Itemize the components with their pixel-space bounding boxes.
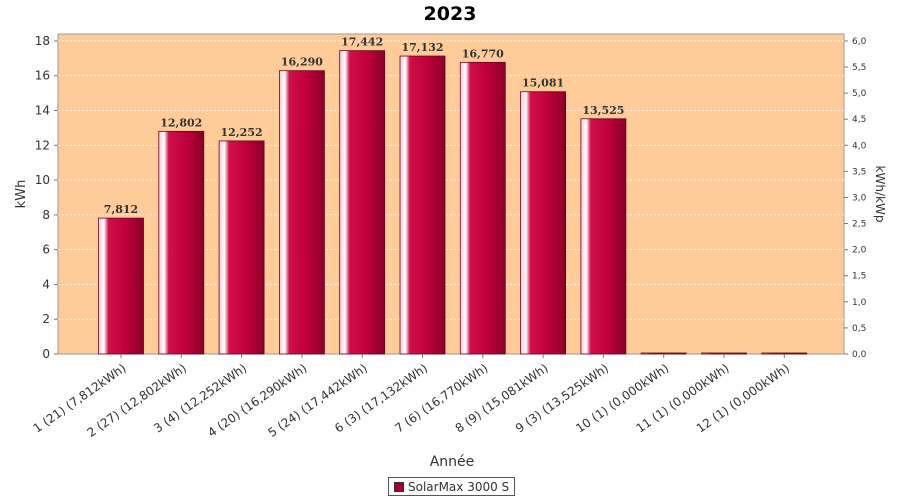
y2-tick-label: 3,0 [852, 193, 867, 203]
x-tick-label: 2 (27) (12,802kWh) [85, 361, 189, 440]
bar-value-label: 16,770 [462, 47, 504, 60]
bar [218, 140, 265, 355]
y2-tick-label: 1,5 [852, 272, 866, 282]
chart-title: 2023 [424, 3, 477, 25]
bar [761, 352, 808, 355]
bar [701, 352, 747, 355]
y-tick-label: 6 [42, 243, 50, 257]
x-tick-label: 5 (24) (17,442kWh) [265, 361, 369, 440]
bar [459, 61, 506, 355]
y-tick-label: 12 [35, 138, 50, 152]
bar-value-label: 12,252 [221, 126, 263, 139]
y-tick-label: 4 [42, 277, 50, 291]
y2-tick-label: 6,0 [852, 37, 867, 47]
bar [640, 352, 687, 355]
y2-tick-label: 2,0 [852, 246, 867, 256]
y-tick-label: 2 [42, 312, 50, 326]
legend-label: SolarMax 3000 S [408, 479, 510, 494]
legend-swatch [394, 481, 404, 492]
y2-tick-label: 2,5 [852, 220, 866, 230]
bar [520, 91, 566, 355]
y2-tick-label: 0,0 [852, 350, 867, 360]
bar [580, 118, 627, 355]
x-axis-title: Année [430, 454, 475, 470]
bar [339, 50, 386, 355]
bar-value-label: 16,290 [281, 56, 323, 69]
y-tick-label: 8 [42, 208, 50, 222]
bar-value-label: 13,525 [582, 104, 624, 117]
y2-tick-label: 5,0 [852, 89, 867, 99]
y2-tick-label: 0,5 [852, 324, 866, 334]
bar-value-label: 7,812 [104, 203, 138, 216]
bar [399, 55, 446, 355]
bar-value-label: 17,442 [341, 36, 383, 49]
bar-value-label: 12,802 [160, 116, 202, 129]
y-tick-label: 18 [35, 34, 50, 48]
y2-tick-label: 1,0 [852, 298, 867, 308]
y2-tick-label: 5,5 [852, 63, 866, 73]
legend: SolarMax 3000 S [388, 477, 516, 496]
bar [98, 217, 144, 355]
bar [158, 130, 205, 355]
y-tick-label: 16 [35, 69, 50, 83]
y-tick-label: 10 [35, 173, 50, 187]
y-tick-label: 14 [35, 104, 50, 118]
y2-tick-label: 3,5 [852, 167, 866, 177]
bar [278, 70, 325, 355]
y-tick-label: 0 [42, 347, 50, 361]
y2-tick-label: 4,0 [852, 141, 867, 151]
y2-tick-label: 4,5 [852, 115, 866, 125]
y2-axis-title: kWh/kWp [873, 166, 887, 223]
x-tick-label: 4 (20) (16,290kWh) [205, 361, 309, 440]
bar-value-label: 15,081 [522, 77, 564, 90]
y-axis-title: kWh [14, 180, 29, 209]
bar-value-label: 17,132 [401, 41, 443, 54]
